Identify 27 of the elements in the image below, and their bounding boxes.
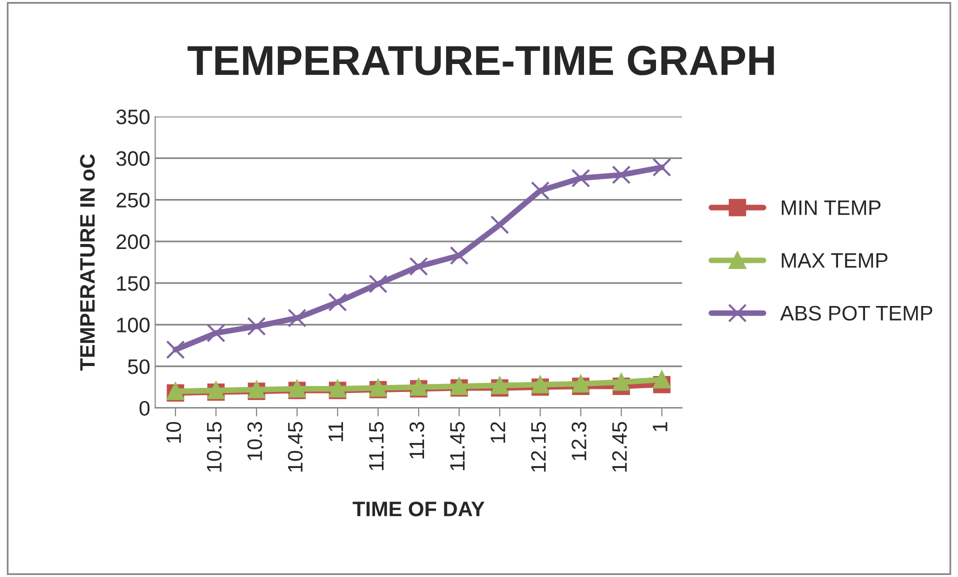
x-tick-label: 11.15 — [369, 422, 384, 470]
x-tick-label: 12.45 — [612, 422, 627, 472]
x-tick-label: 12.3 — [572, 422, 586, 460]
x-axis-title: TIME OF DAY — [352, 502, 484, 516]
y-tick-label: 0 — [140, 400, 150, 416]
x-tick-label: 12.15 — [531, 422, 546, 472]
y-tick-label: 150 — [117, 276, 150, 291]
x-tick-label: 1 — [652, 422, 668, 432]
x-tick-label: 10 — [166, 422, 182, 443]
legend-label: ABS POT TEMP — [780, 306, 932, 321]
y-axis-title: TEMPERATURE IN oC — [80, 154, 95, 371]
x-tick-label: 10.45 — [288, 422, 303, 472]
y-tick-label: 250 — [116, 192, 150, 208]
legend-label: MIN TEMP — [782, 200, 881, 215]
x-tick-label: 11.45 — [450, 422, 465, 470]
y-tick-label: 50 — [128, 359, 150, 374]
y-tick-label: 100 — [117, 318, 150, 332]
x-tick-label: 10.3 — [247, 422, 262, 460]
legend-label: MAX TEMP — [782, 253, 888, 268]
y-tick-label: 300 — [116, 151, 150, 166]
x-tick-label: 11 — [328, 422, 343, 442]
x-tick-label: 11.3 — [409, 422, 424, 459]
x-tick-label: 12 — [490, 422, 506, 443]
y-tick-label: 350 — [116, 110, 150, 124]
x-tick-label: 10.15 — [206, 422, 222, 472]
chart-title: TEMPERATURE-TIME GRAPH — [188, 46, 774, 76]
y-tick-label: 200 — [116, 234, 150, 250]
